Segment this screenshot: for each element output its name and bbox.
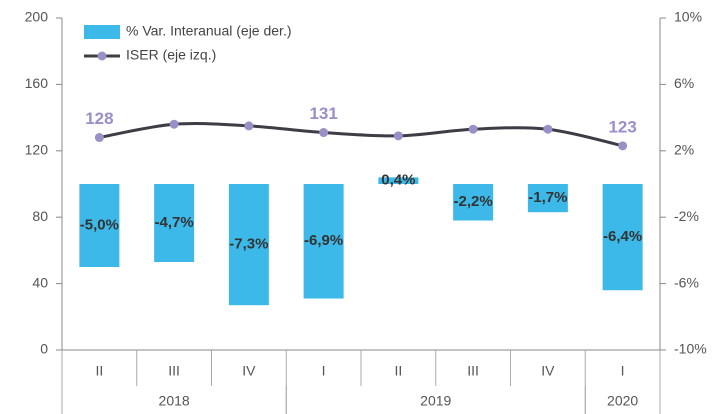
line-marker: [543, 124, 553, 134]
y2-tick-label: -2%: [674, 208, 699, 224]
bar-value-label: -2,2%: [454, 193, 493, 210]
y-tick-label: 160: [25, 75, 49, 91]
group-label: 2018: [159, 393, 190, 409]
group-label: 2019: [420, 393, 451, 409]
x-tick-label: IV: [541, 363, 555, 379]
y2-tick-label: 10%: [674, 9, 702, 25]
bar-value-label: -6,4%: [603, 228, 642, 245]
line-marker: [618, 141, 628, 151]
x-tick-label: II: [394, 363, 402, 379]
legend-label: ISER (eje izq.): [126, 47, 216, 63]
line: [99, 122, 623, 148]
line-marker: [393, 131, 403, 141]
bar-value-label: -7,3%: [229, 236, 268, 253]
bar: [453, 184, 494, 221]
bar: [378, 177, 419, 184]
bar: [79, 184, 120, 267]
bar: [602, 184, 643, 291]
legend-swatch: [97, 51, 107, 61]
legend-swatch: [84, 25, 120, 39]
y-tick-label: 80: [32, 208, 48, 224]
bar: [228, 184, 269, 306]
line-value-label: 131: [309, 104, 337, 123]
y2-tick-label: -6%: [674, 274, 699, 290]
y-tick-label: 0: [40, 341, 48, 357]
y2-tick-label: 2%: [674, 142, 694, 158]
y-tick-label: 120: [25, 142, 49, 158]
y-tick-label: 200: [25, 9, 49, 25]
x-tick-label: I: [621, 363, 625, 379]
x-tick-label: II: [95, 363, 103, 379]
line-marker: [319, 128, 329, 138]
bar-value-label: -5,0%: [80, 216, 119, 233]
bar-value-label: -6,9%: [304, 232, 343, 249]
bar-value-label: -4,7%: [155, 214, 194, 231]
line-marker: [94, 133, 104, 143]
bar-value-label: -1,7%: [528, 189, 567, 206]
group-label: 2020: [607, 393, 638, 409]
y-tick-label: 40: [32, 274, 48, 290]
line-marker: [468, 124, 478, 134]
y2-tick-label: 6%: [674, 75, 694, 91]
bar: [303, 184, 344, 299]
line-marker: [169, 119, 179, 129]
line-value-label: 123: [608, 117, 636, 136]
line-value-label: 128: [85, 109, 113, 128]
x-tick-label: IV: [242, 363, 256, 379]
bar: [154, 184, 195, 263]
y2-tick-label: -10%: [674, 341, 707, 357]
line-marker: [244, 121, 254, 131]
bar-value-label: 0,4%: [381, 172, 415, 189]
legend-label: % Var. Interanual (eje der.): [126, 23, 292, 39]
bar: [527, 184, 568, 213]
x-tick-label: III: [168, 363, 180, 379]
x-tick-label: III: [467, 363, 479, 379]
x-tick-label: I: [322, 363, 326, 379]
